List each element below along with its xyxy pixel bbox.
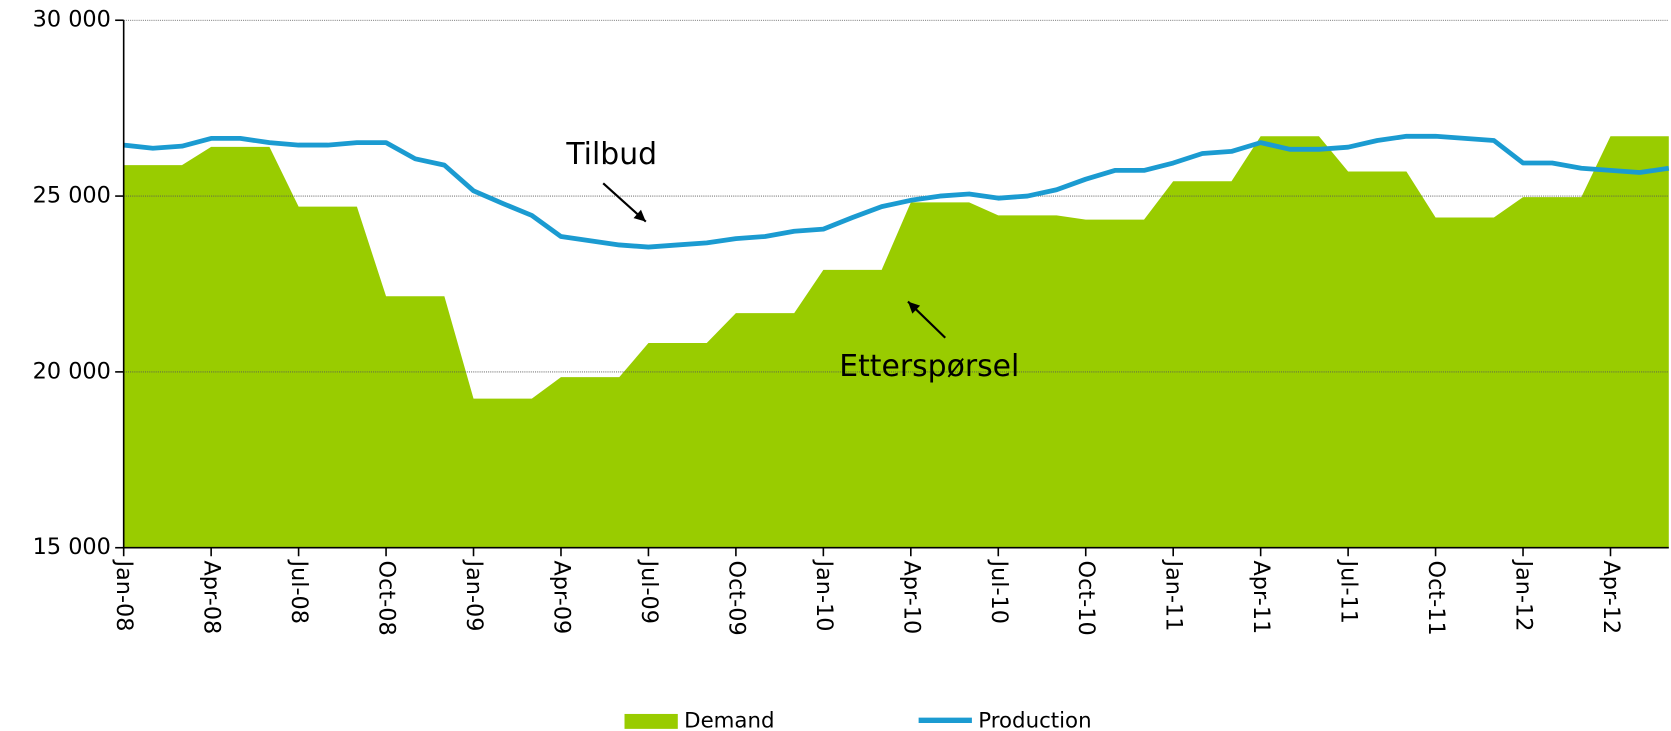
- x-tick-label: Apr-11: [1248, 561, 1274, 635]
- demand-area: [123, 136, 1669, 548]
- x-tick-label: Jul-10: [986, 559, 1012, 625]
- y-tick-label: 20 000: [33, 358, 111, 384]
- x-tick-label: Oct-08: [374, 561, 400, 636]
- x-tick-label: Jul-08: [286, 559, 312, 625]
- x-tick-label: Jan-09: [461, 559, 487, 632]
- y-tick-label: 25 000: [33, 183, 111, 209]
- x-tick-label: Oct-09: [723, 561, 749, 636]
- x-tick-label: Jul-11: [1336, 559, 1362, 625]
- x-tick-label: Apr-09: [548, 561, 574, 635]
- annotation: Etterspørsel: [839, 349, 1019, 384]
- x-tick-label: Apr-10: [898, 561, 924, 635]
- y-tick-label: 15 000: [33, 534, 111, 560]
- arrow-head: [907, 301, 921, 314]
- x-tick-label: Jan-08: [111, 559, 137, 632]
- legend-swatch: [624, 713, 678, 729]
- x-tick-label: Apr-12: [1598, 561, 1624, 635]
- x-tick-label: Jul-09: [636, 559, 662, 625]
- x-tick-label: Jan-11: [1161, 559, 1187, 632]
- production-line: [123, 133, 1670, 250]
- x-tick-label: Oct-11: [1423, 561, 1449, 636]
- legend-label: Demand: [684, 708, 774, 731]
- y-tick-label: 30 000: [33, 7, 111, 33]
- arrow-head: [633, 209, 646, 222]
- x-tick-label: Jan-12: [1511, 559, 1537, 632]
- x-tick-label: Jan-10: [811, 559, 837, 632]
- x-tick-label: Oct-10: [1073, 561, 1099, 636]
- x-tick-label: Apr-08: [199, 561, 225, 635]
- annotation: Tilbud: [565, 137, 657, 172]
- legend-label: Production: [978, 708, 1091, 731]
